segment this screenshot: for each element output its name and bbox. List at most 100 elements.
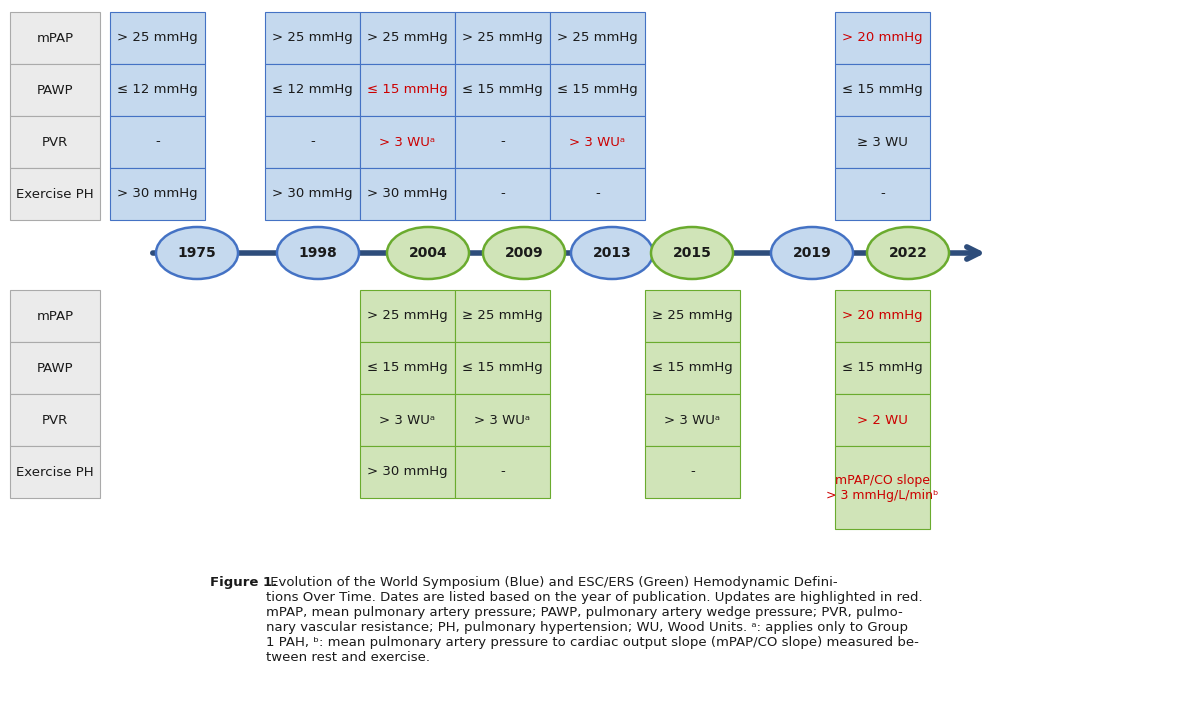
FancyBboxPatch shape [266, 64, 360, 116]
Text: -: - [500, 187, 505, 200]
Text: PAWP: PAWP [37, 361, 73, 374]
Text: > 20 mmHg: > 20 mmHg [842, 32, 923, 45]
Text: 2015: 2015 [672, 246, 712, 260]
FancyBboxPatch shape [454, 64, 550, 116]
FancyBboxPatch shape [550, 64, 645, 116]
Text: ≤ 15 mmHg: ≤ 15 mmHg [842, 361, 923, 374]
FancyBboxPatch shape [10, 446, 100, 498]
FancyBboxPatch shape [645, 446, 740, 498]
FancyBboxPatch shape [360, 394, 454, 446]
FancyBboxPatch shape [266, 12, 360, 64]
Text: 1998: 1998 [299, 246, 337, 260]
FancyBboxPatch shape [454, 342, 550, 394]
FancyBboxPatch shape [10, 394, 100, 446]
FancyBboxPatch shape [645, 394, 740, 446]
Text: ≥ 25 mmHg: ≥ 25 mmHg [652, 310, 733, 323]
Ellipse shape [651, 227, 733, 279]
FancyBboxPatch shape [454, 446, 550, 498]
Text: ≤ 15 mmHg: ≤ 15 mmHg [367, 361, 447, 374]
FancyBboxPatch shape [835, 168, 930, 220]
FancyBboxPatch shape [454, 168, 550, 220]
FancyBboxPatch shape [360, 446, 454, 498]
Ellipse shape [483, 227, 565, 279]
FancyBboxPatch shape [10, 12, 100, 64]
FancyBboxPatch shape [550, 116, 645, 168]
Text: ≥ 3 WU: ≥ 3 WU [858, 135, 908, 148]
Text: Evolution of the World Symposium (Blue) and ESC/ERS (Green) Hemodynamic Defini-
: Evolution of the World Symposium (Blue) … [266, 576, 922, 664]
Text: 2019: 2019 [793, 246, 831, 260]
FancyBboxPatch shape [360, 342, 454, 394]
Text: -: - [596, 187, 600, 200]
Text: > 3 WUᵃ: > 3 WUᵃ [665, 413, 720, 426]
Text: PAWP: PAWP [37, 84, 73, 96]
FancyBboxPatch shape [645, 342, 740, 394]
FancyBboxPatch shape [454, 116, 550, 168]
Text: mPAP/CO slope
> 3 mmHg/L/minᵇ: mPAP/CO slope > 3 mmHg/L/minᵇ [826, 474, 939, 502]
Text: > 30 mmHg: > 30 mmHg [367, 187, 447, 200]
Text: 2013: 2013 [593, 246, 631, 260]
Text: PVR: PVR [42, 413, 68, 426]
FancyBboxPatch shape [454, 290, 550, 342]
Text: Figure 1.: Figure 1. [210, 576, 277, 589]
Text: Exercise PH: Exercise PH [17, 466, 93, 479]
Ellipse shape [771, 227, 853, 279]
FancyBboxPatch shape [10, 116, 100, 168]
FancyBboxPatch shape [550, 168, 645, 220]
Text: ≤ 12 mmHg: ≤ 12 mmHg [273, 84, 353, 96]
FancyBboxPatch shape [266, 168, 360, 220]
Text: -: - [690, 466, 695, 479]
FancyBboxPatch shape [835, 342, 930, 394]
FancyBboxPatch shape [10, 342, 100, 394]
FancyBboxPatch shape [10, 168, 100, 220]
Text: 2022: 2022 [889, 246, 927, 260]
FancyBboxPatch shape [110, 64, 205, 116]
Text: ≤ 15 mmHg: ≤ 15 mmHg [462, 361, 543, 374]
FancyBboxPatch shape [835, 116, 930, 168]
Text: > 25 mmHg: > 25 mmHg [273, 32, 353, 45]
FancyBboxPatch shape [835, 12, 930, 64]
FancyBboxPatch shape [360, 168, 454, 220]
Text: ≤ 15 mmHg: ≤ 15 mmHg [367, 84, 447, 96]
Text: ≤ 15 mmHg: ≤ 15 mmHg [842, 84, 923, 96]
Ellipse shape [277, 227, 359, 279]
FancyBboxPatch shape [360, 64, 454, 116]
Text: -: - [500, 466, 505, 479]
Text: mPAP: mPAP [36, 32, 74, 45]
Text: > 2 WU: > 2 WU [858, 413, 908, 426]
FancyBboxPatch shape [454, 12, 550, 64]
FancyBboxPatch shape [110, 116, 205, 168]
Text: > 30 mmHg: > 30 mmHg [273, 187, 353, 200]
Text: > 3 WUᵃ: > 3 WUᵃ [569, 135, 626, 148]
Text: -: - [310, 135, 315, 148]
Text: Exercise PH: Exercise PH [17, 187, 93, 200]
Ellipse shape [155, 227, 238, 279]
Text: > 3 WUᵃ: > 3 WUᵃ [379, 135, 435, 148]
Ellipse shape [867, 227, 948, 279]
Text: > 3 WUᵃ: > 3 WUᵃ [379, 413, 435, 426]
Text: > 20 mmHg: > 20 mmHg [842, 310, 923, 323]
Text: ≥ 25 mmHg: ≥ 25 mmHg [462, 310, 543, 323]
Text: ≤ 15 mmHg: ≤ 15 mmHg [557, 84, 637, 96]
FancyBboxPatch shape [266, 116, 360, 168]
Text: > 25 mmHg: > 25 mmHg [117, 32, 197, 45]
Text: > 25 mmHg: > 25 mmHg [462, 32, 543, 45]
FancyBboxPatch shape [645, 290, 740, 342]
Text: -: - [155, 135, 160, 148]
FancyBboxPatch shape [835, 64, 930, 116]
Text: PVR: PVR [42, 135, 68, 148]
Text: 2004: 2004 [409, 246, 447, 260]
FancyBboxPatch shape [835, 394, 930, 446]
Text: > 3 WUᵃ: > 3 WUᵃ [475, 413, 531, 426]
Text: ≤ 15 mmHg: ≤ 15 mmHg [462, 84, 543, 96]
Text: 1975: 1975 [178, 246, 216, 260]
Text: > 30 mmHg: > 30 mmHg [117, 187, 197, 200]
Text: 2009: 2009 [505, 246, 543, 260]
FancyBboxPatch shape [550, 12, 645, 64]
FancyBboxPatch shape [10, 64, 100, 116]
Text: mPAP: mPAP [36, 310, 74, 323]
FancyBboxPatch shape [454, 394, 550, 446]
FancyBboxPatch shape [10, 290, 100, 342]
Text: > 25 mmHg: > 25 mmHg [367, 310, 447, 323]
FancyBboxPatch shape [360, 290, 454, 342]
Text: -: - [500, 135, 505, 148]
